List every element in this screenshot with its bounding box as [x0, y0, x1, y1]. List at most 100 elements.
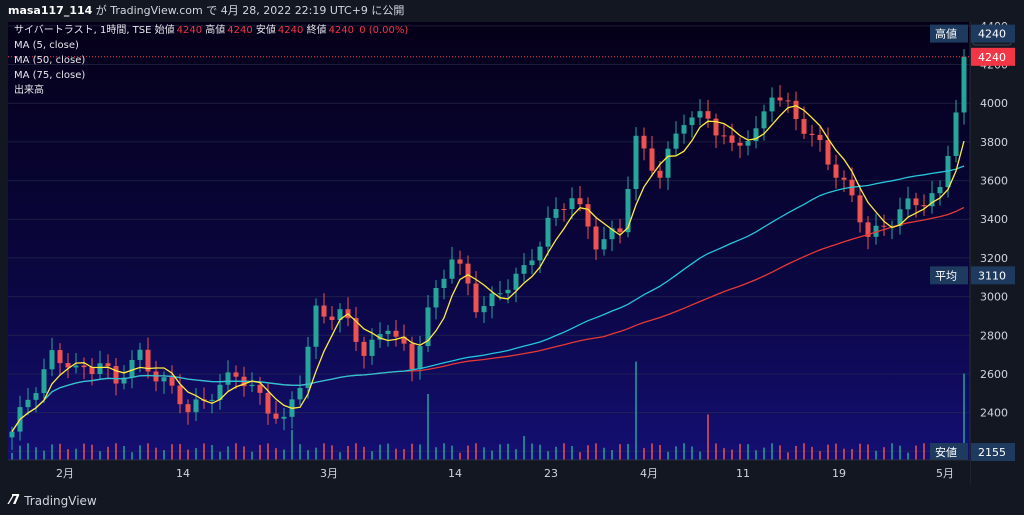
candle-body[interactable]	[929, 193, 935, 207]
candle-body[interactable]	[489, 293, 495, 307]
candle-body[interactable]	[105, 363, 111, 367]
candle-body[interactable]	[49, 350, 55, 370]
candle-body[interactable]	[761, 111, 767, 129]
candle-body[interactable]	[161, 377, 167, 382]
candle-body[interactable]	[329, 316, 335, 320]
candle-body[interactable]	[801, 119, 807, 134]
candle-body[interactable]	[145, 349, 151, 372]
candle-body[interactable]	[745, 141, 751, 146]
candle-body[interactable]	[809, 133, 815, 136]
candle-body[interactable]	[785, 100, 791, 102]
candle-body[interactable]	[665, 148, 671, 178]
candle-body[interactable]	[433, 287, 439, 308]
candle-body[interactable]	[25, 399, 31, 408]
candle-body[interactable]	[417, 346, 423, 370]
candle-body[interactable]	[9, 431, 15, 438]
price-chart[interactable]: 2200240026002800300032003400360038004000…	[8, 22, 1016, 485]
candle-body[interactable]	[57, 350, 63, 364]
candle-body[interactable]	[921, 205, 927, 207]
candle-body[interactable]	[873, 225, 879, 237]
candle-body[interactable]	[409, 343, 415, 370]
candle-body[interactable]	[569, 198, 575, 210]
candle-body[interactable]	[521, 265, 527, 274]
candle-body[interactable]	[545, 217, 551, 247]
candle-body[interactable]	[81, 365, 87, 368]
candle-body[interactable]	[593, 226, 599, 250]
candle-body[interactable]	[617, 228, 623, 233]
candle-body[interactable]	[393, 330, 399, 337]
ma50-legend[interactable]: MA (50, close)	[14, 55, 86, 66]
chart-area[interactable]: 2200240026002800300032003400360038004000…	[8, 22, 1016, 485]
candle-body[interactable]	[89, 367, 95, 375]
candle-body[interactable]	[273, 413, 279, 419]
candle-body[interactable]	[601, 239, 607, 250]
ma50-line[interactable]	[11, 165, 965, 432]
candle-body[interactable]	[865, 222, 871, 237]
candle-body[interactable]	[649, 148, 655, 171]
candle-body[interactable]	[817, 135, 823, 141]
candle-body[interactable]	[321, 305, 327, 317]
candle-body[interactable]	[305, 346, 311, 389]
tradingview-logo[interactable]: ⁄7 TradingView	[10, 493, 97, 508]
candle-body[interactable]	[905, 198, 911, 210]
candle-body[interactable]	[753, 128, 759, 142]
candle-body[interactable]	[793, 100, 799, 120]
candle-body[interactable]	[225, 372, 231, 385]
candle-body[interactable]	[529, 260, 535, 266]
candle-body[interactable]	[689, 117, 695, 126]
candle-body[interactable]	[233, 372, 239, 377]
price-axis[interactable]	[970, 22, 1016, 485]
candle-body[interactable]	[481, 306, 487, 313]
candle-body[interactable]	[833, 164, 839, 178]
candle-body[interactable]	[33, 393, 39, 400]
candle-body[interactable]	[961, 56, 967, 113]
ma5-legend[interactable]: MA (5, close)	[14, 40, 79, 51]
candle-body[interactable]	[297, 388, 303, 400]
candle-body[interactable]	[577, 198, 583, 205]
candle-body[interactable]	[641, 135, 647, 149]
candle-body[interactable]	[385, 330, 391, 335]
candle-body[interactable]	[177, 385, 183, 405]
candle-body[interactable]	[633, 135, 639, 190]
candle-body[interactable]	[209, 399, 215, 401]
ma75-legend[interactable]: MA (75, close)	[14, 70, 86, 81]
candle-body[interactable]	[585, 204, 591, 227]
candle-body[interactable]	[705, 111, 711, 119]
candle-body[interactable]	[721, 135, 727, 137]
candle-body[interactable]	[825, 140, 831, 165]
candle-body[interactable]	[257, 384, 263, 393]
candle-body[interactable]	[625, 189, 631, 233]
candle-body[interactable]	[897, 209, 903, 226]
candle-body[interactable]	[121, 377, 127, 384]
candle-body[interactable]	[369, 339, 375, 356]
volume-legend[interactable]: 出来高	[14, 85, 44, 96]
candle-body[interactable]	[353, 318, 359, 342]
symbol-title[interactable]: サイバートラスト, 1時間, TSE	[14, 25, 152, 36]
candle-body[interactable]	[737, 142, 743, 146]
candle-body[interactable]	[425, 307, 431, 347]
candle-body[interactable]	[697, 111, 703, 118]
candle-body[interactable]	[137, 349, 143, 360]
candle-body[interactable]	[769, 97, 775, 112]
candle-body[interactable]	[313, 305, 319, 347]
candle-body[interactable]	[777, 97, 783, 101]
candle-body[interactable]	[673, 133, 679, 149]
candle-body[interactable]	[217, 384, 223, 400]
candle-body[interactable]	[681, 125, 687, 134]
candle-body[interactable]	[265, 392, 271, 414]
ma75-line[interactable]	[11, 206, 965, 432]
candle-body[interactable]	[953, 112, 959, 156]
candle-body[interactable]	[889, 225, 895, 227]
candle-body[interactable]	[65, 363, 71, 368]
candle-body[interactable]	[401, 336, 407, 344]
time-axis[interactable]	[8, 460, 970, 485]
candle-body[interactable]	[841, 177, 847, 180]
candle-body[interactable]	[473, 283, 479, 313]
candle-body[interactable]	[129, 359, 135, 378]
candle-body[interactable]	[97, 363, 103, 375]
candle-body[interactable]	[41, 369, 47, 394]
candle-body[interactable]	[193, 399, 199, 413]
candle-body[interactable]	[505, 289, 511, 294]
candle-body[interactable]	[377, 334, 383, 340]
candle-body[interactable]	[497, 293, 503, 295]
